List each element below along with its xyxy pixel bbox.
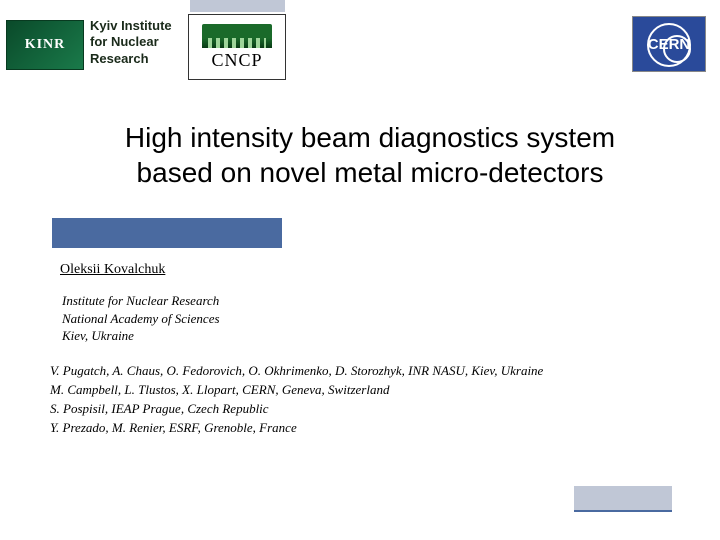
decor-footer-block <box>574 486 672 512</box>
logo-kinr: KINR <box>6 20 84 70</box>
coauthors-line2: M. Campbell, L. Tlustos, X. Llopart, CER… <box>50 381 680 400</box>
header-logos: KINR Kyiv Institute for Nuclear Research… <box>0 0 720 90</box>
title-line2: based on novel metal micro-detectors <box>60 155 680 190</box>
kinr-line2: for Nuclear <box>90 34 172 50</box>
affil-line3: Kiev, Ukraine <box>62 327 220 345</box>
coauthors-line3: S. Pospisil, IEAP Prague, Czech Republic <box>50 400 680 419</box>
affil-line2: National Academy of Sciences <box>62 310 220 328</box>
coauthors-line4: Y. Prezado, M. Renier, ESRF, Grenoble, F… <box>50 419 680 438</box>
title-line1: High intensity beam diagnostics system <box>60 120 680 155</box>
presenter-name: Oleksii Kovalchuk <box>60 262 165 278</box>
decor-grey-block <box>190 0 285 12</box>
logo-cncp: CNCP <box>188 14 286 80</box>
kinr-institute-text: Kyiv Institute for Nuclear Research <box>90 18 172 67</box>
presenter-affiliation: Institute for Nuclear Research National … <box>62 292 220 345</box>
cncp-skyline-icon <box>202 24 272 48</box>
coauthor-list: V. Pugatch, A. Chaus, O. Fedorovich, O. … <box>50 362 680 437</box>
kinr-abbr: KINR <box>25 37 66 53</box>
kinr-line1: Kyiv Institute <box>90 18 172 34</box>
coauthors-line1: V. Pugatch, A. Chaus, O. Fedorovich, O. … <box>50 362 680 381</box>
decor-blue-bar <box>52 218 282 248</box>
slide-title: High intensity beam diagnostics system b… <box>60 120 680 190</box>
logo-cern: CERN <box>632 16 706 72</box>
kinr-line3: Research <box>90 51 172 67</box>
cern-label: CERN <box>648 36 691 53</box>
affil-line1: Institute for Nuclear Research <box>62 292 220 310</box>
cncp-label: CNCP <box>211 50 262 71</box>
